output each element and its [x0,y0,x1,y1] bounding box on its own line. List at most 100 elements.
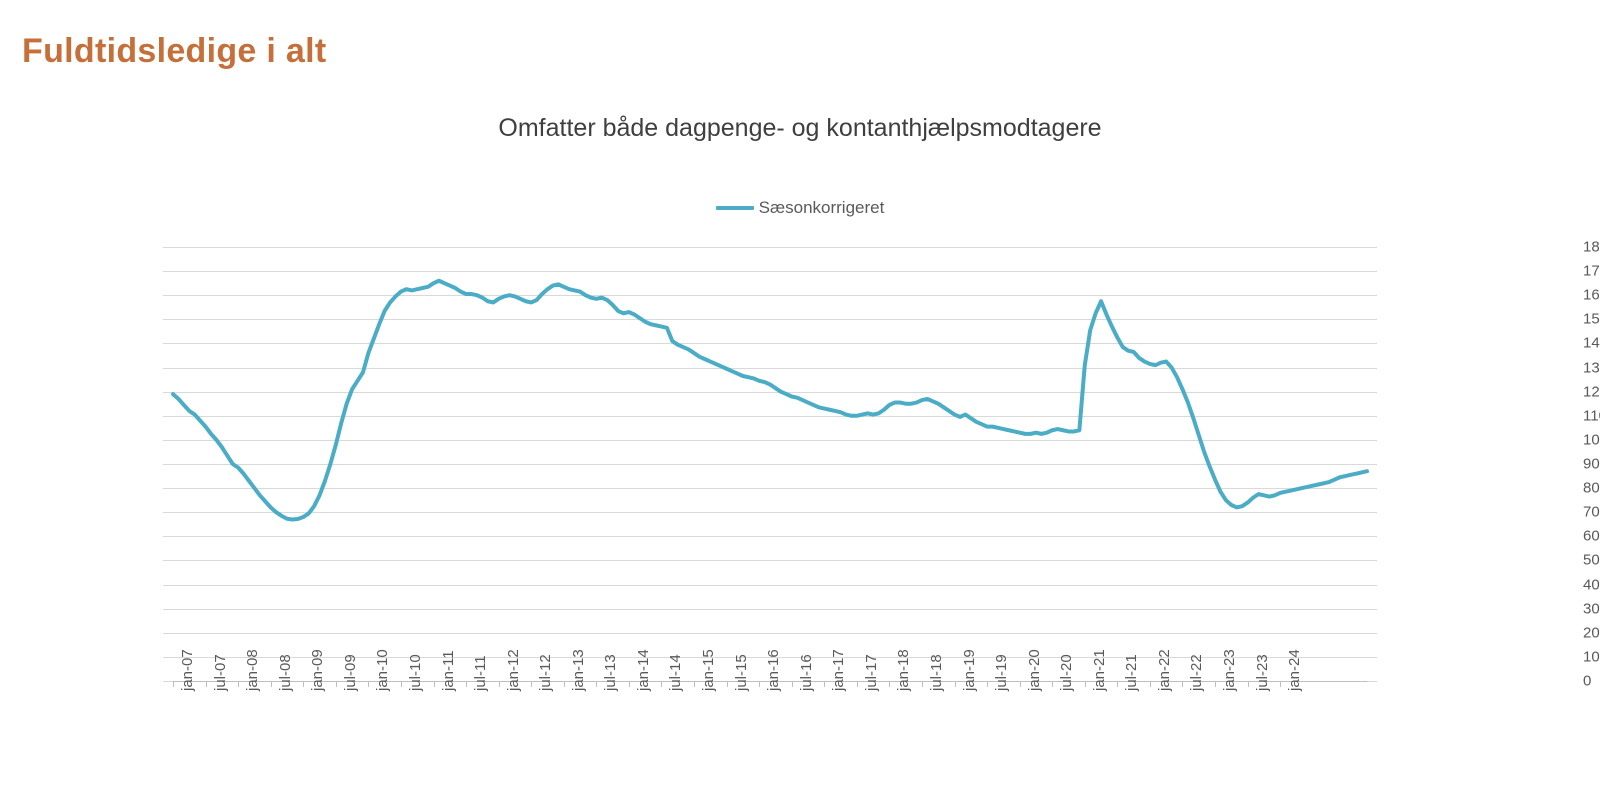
gridline [173,656,1367,658]
x-tick-mark [889,681,891,687]
y-tick-mark-right [1367,681,1377,682]
x-tick-mark [1280,681,1282,687]
x-tick-mark [173,681,174,687]
y-tick-mark-left [163,343,173,345]
x-tick-mark [498,681,500,687]
y-tick-mark-left [163,367,173,369]
y-axis-tick-label-right: 120.000 [1583,383,1600,401]
y-tick-mark-right [1367,295,1377,297]
y-axis-tick-label-right: 10.000 [1583,648,1600,666]
y-tick-mark-left [163,608,173,610]
y-axis-tick-label-right: 100.000 [1583,431,1600,449]
y-axis-tick-label-right: 130.000 [1583,359,1600,377]
x-tick-mark [1084,681,1086,687]
y-tick-mark-right [1367,247,1377,248]
x-tick-mark [335,681,337,687]
y-tick-mark-right [1367,343,1377,345]
x-tick-mark [205,681,207,687]
y-tick-mark-right [1367,512,1377,514]
gridline [173,584,1367,586]
gridline [173,439,1367,441]
x-tick-mark [1247,681,1249,687]
y-tick-mark-left [163,464,173,465]
y-tick-mark-left [163,512,173,514]
chart-subtitle: Omfatter både dagpenge- og kontanthjælps… [498,114,1102,142]
x-tick-mark [661,681,663,687]
x-tick-mark [400,681,402,687]
x-tick-mark [628,681,630,687]
gridline [173,488,1367,490]
y-axis-tick-label-right: 140.000 [1583,334,1600,352]
y-axis-tick-label-right: 30.000 [1583,600,1600,618]
plot-area: 0 10.000 20.000 30.000 40.000 50.000 60.000 70.… [163,239,1600,691]
x-tick-mark [1182,681,1184,687]
y-tick-mark-left [163,415,173,417]
y-tick-mark-left [163,295,173,297]
y-tick-mark-right [1367,367,1377,369]
y-tick-mark-right [1367,656,1377,658]
y-tick-mark-right [1367,536,1377,538]
x-tick-mark [1117,681,1119,687]
x-tick-mark [921,681,923,687]
gridline [173,632,1367,634]
y-axis-tick-label-right: 170.000 [1583,262,1600,280]
gridline [173,608,1367,610]
y-axis-tick-label-right: 60.000 [1583,527,1600,545]
x-tick-mark [238,681,240,687]
gridline [173,391,1367,393]
y-tick-mark-left [163,391,173,393]
x-tick-mark [759,681,761,687]
legend-color-swatch [715,206,754,210]
y-axis-tick-label-right: 20.000 [1583,624,1600,642]
y-tick-mark-left [163,319,173,321]
y-tick-mark-right [1367,391,1377,393]
y-axis-tick-label-right: 180.000 [1583,238,1600,256]
x-axis-line [173,681,1367,682]
x-tick-mark [270,681,272,687]
x-tick-mark [1052,681,1054,687]
y-axis-tick-label-right: 160.000 [1583,286,1600,304]
y-tick-mark-right [1367,464,1377,465]
page-title: Fuldtidsledige i alt [22,32,327,70]
y-axis-tick-label-right: 0 [1583,672,1592,690]
x-tick-mark [466,681,468,687]
gridline [173,343,1367,345]
y-tick-mark-left [163,488,173,490]
gridline [173,247,1367,248]
y-tick-mark-right [1367,439,1377,441]
x-tick-mark [856,681,858,687]
y-tick-mark-left [163,247,173,248]
y-tick-mark-right [1367,415,1377,417]
y-axis-tick-label-right: 80.000 [1583,479,1600,497]
series-path [171,278,1369,522]
x-tick-mark [1019,681,1021,687]
x-tick-mark [1215,681,1217,687]
chart-legend: Sæsonkorrigeret [0,198,1600,218]
y-tick-mark-left [163,560,173,562]
y-tick-mark-right [1367,271,1377,273]
y-tick-mark-left [163,271,173,273]
y-axis-tick-label-right: 110.000 [1583,407,1600,425]
x-tick-mark [824,681,826,687]
y-tick-mark-left [163,584,173,586]
gridline [173,512,1367,514]
gridline [173,319,1367,321]
y-axis-tick-label-right: 150.000 [1583,310,1600,328]
y-axis-tick-label-right: 90.000 [1583,455,1600,473]
x-tick-mark [694,681,696,687]
y-tick-mark-left [163,632,173,634]
x-tick-mark [987,681,989,687]
x-tick-mark [954,681,956,687]
y-tick-mark-right [1367,584,1377,586]
y-tick-mark-right [1367,608,1377,610]
x-tick-mark [726,681,728,687]
series-line-saesonkorrigeret [171,278,1369,522]
y-axis-tick-label-right: 50.000 [1583,551,1600,569]
y-tick-mark-right [1367,560,1377,562]
y-tick-mark-left [163,656,173,658]
x-tick-mark [563,681,565,687]
y-axis-tick-label-right: 40.000 [1583,576,1600,594]
gridline [173,271,1367,273]
y-axis-tick-label-right: 70.000 [1583,503,1600,521]
